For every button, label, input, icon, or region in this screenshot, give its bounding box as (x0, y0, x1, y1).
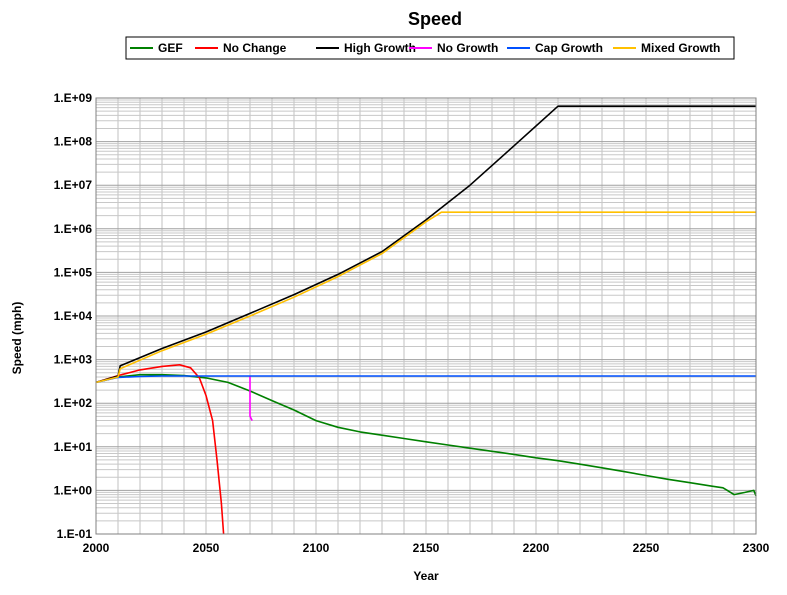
series-line-no-change (95, 363, 225, 535)
grid (96, 98, 756, 534)
x-tick-label: 2150 (413, 541, 440, 555)
x-tick-label: 2100 (303, 541, 330, 555)
x-tick-label: 2250 (633, 541, 660, 555)
series-line-high-growth (95, 105, 756, 384)
legend-label: No Change (223, 41, 287, 55)
x-tick-label: 2050 (193, 541, 220, 555)
chart-title: Speed (408, 9, 462, 29)
series-line-no-growth (249, 376, 253, 421)
x-tick-label: 2200 (523, 541, 550, 555)
legend: GEF No Change High Growth No Growth Cap Grow… (125, 36, 735, 60)
y-tick-label: 1.E+06 (54, 222, 93, 236)
y-tick-label: 1.E+08 (54, 135, 93, 149)
legend-label: No Growth (437, 41, 498, 55)
x-tick-label: 2300 (743, 541, 770, 555)
legend-label: GEF (158, 41, 183, 55)
legend-label: Cap Growth (535, 41, 603, 55)
y-axis-label: Speed (mph) (10, 302, 24, 375)
y-tick-label: 1.E+02 (54, 396, 93, 410)
series-line-mixed-growth (95, 211, 756, 384)
y-tick-label: 1.E-01 (57, 527, 93, 541)
x-tick-label: 2000 (83, 541, 110, 555)
series-line-gef (95, 373, 757, 497)
y-tick-label: 1.E+04 (54, 309, 93, 323)
y-tick-label: 1.E+03 (54, 353, 93, 367)
y-tick-label: 1.E+09 (54, 91, 93, 105)
series-line-cap-growth (95, 375, 756, 384)
y-tick-label: 1.E+07 (54, 178, 93, 192)
series-layer (95, 105, 757, 535)
y-axis-ticks: 1.E-01 1.E+00 1.E+01 1.E+02 1.E+03 1.E+04 1.E+… (54, 91, 93, 541)
legend-label: Mixed Growth (641, 41, 720, 55)
x-axis-label: Year (413, 569, 439, 583)
y-tick-label: 1.E+01 (54, 440, 93, 454)
legend-label: High Growth (344, 41, 416, 55)
y-tick-label: 1.E+00 (54, 483, 93, 497)
plot-border (95, 97, 757, 535)
x-axis-ticks: 2000 2050 2100 2150 2200 2250 2300 (83, 541, 770, 555)
y-tick-label: 1.E+05 (54, 265, 93, 279)
